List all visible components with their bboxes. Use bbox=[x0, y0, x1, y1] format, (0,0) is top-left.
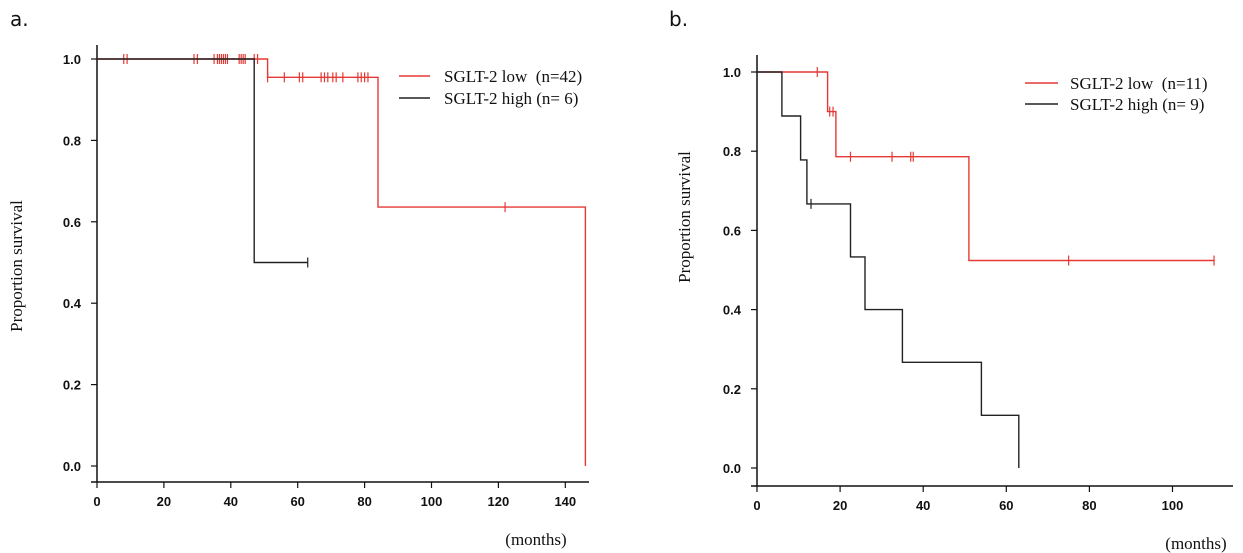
panel-a-x-tick-label: 60 bbox=[290, 494, 304, 509]
panel-b-letter: b. bbox=[669, 7, 688, 31]
panel-a-x-tick-label: 100 bbox=[421, 494, 443, 509]
panel-b-legend-label-low: SGLT-2 low (n=11) bbox=[1070, 74, 1208, 93]
panel-b-series-high-line bbox=[757, 71, 1020, 468]
panel-a-ticks: 0 20 40 60 80 100 120 140 0.0 0.2 0.4 0.6 0.8 1.0 bbox=[63, 52, 576, 509]
panel-b-x-tick-label: 60 bbox=[999, 498, 1013, 513]
panel-a-legend: SGLT-2 low (n=42) SGLT-2 high (n= 6) bbox=[399, 67, 582, 108]
panel-a-y-tick-label: 0.6 bbox=[63, 215, 81, 230]
panel-a-x-axis-title: (months) bbox=[505, 530, 566, 549]
panel-a-x-tick-label: 120 bbox=[488, 494, 510, 509]
panel-b-x-tick-label: 40 bbox=[916, 498, 930, 513]
panel-a-x-tick-label: 20 bbox=[157, 494, 171, 509]
panel-b-x-tick-label: 80 bbox=[1082, 498, 1096, 513]
panel-a-x-tick-label: 140 bbox=[554, 494, 576, 509]
panel-b-series bbox=[757, 67, 1215, 468]
panel-b-x-tick-label: 20 bbox=[833, 498, 847, 513]
panel-b-x-tick-label: 100 bbox=[1162, 498, 1184, 513]
panel-b-ticks: 0 20 40 60 80 100 0.0 0.2 0.4 0.6 0.8 1.0 bbox=[723, 65, 1183, 513]
panel-a-x-tick-label: 80 bbox=[357, 494, 371, 509]
panel-a-x-tick-label: 0 bbox=[93, 494, 100, 509]
panel-b-y-tick-label: 0.4 bbox=[723, 303, 742, 318]
panel-a-series-high-line bbox=[97, 58, 308, 264]
panel-b-series-low-line bbox=[757, 71, 1214, 262]
panel-b-legend-label-high: SGLT-2 high (n= 9) bbox=[1070, 95, 1204, 114]
panel-a-y-tick-label: 0.2 bbox=[63, 378, 81, 393]
panel-a-y-axis-title: Proportion survival bbox=[7, 200, 26, 332]
panel-a-y-tick-label: 0.4 bbox=[63, 296, 82, 311]
panel-b-y-tick-label: 0.6 bbox=[723, 223, 741, 238]
panel-a-letter: a. bbox=[10, 7, 29, 31]
panel-b-legend: SGLT-2 low (n=11) SGLT-2 high (n= 9) bbox=[1025, 74, 1208, 114]
panel-b-y-tick-label: 0.8 bbox=[723, 144, 741, 159]
panel-b-y-axis-title: Proportion survival bbox=[675, 151, 694, 283]
panel-a-legend-label-low: SGLT-2 low (n=42) bbox=[444, 67, 582, 86]
panel-a-series bbox=[97, 54, 587, 466]
panel-b-x-axis-title: (months) bbox=[1165, 534, 1226, 553]
panel-a: a. Proportion survival (months) 0 20 40 60 8… bbox=[7, 7, 589, 549]
panel-b-y-tick-label: 0.2 bbox=[723, 382, 741, 397]
panel-a-y-tick-label: 1.0 bbox=[63, 52, 81, 67]
panel-a-y-tick-label: 0.0 bbox=[63, 459, 81, 474]
panel-b: b. Proportion survival (months) 0 20 40 60 8… bbox=[669, 7, 1233, 553]
panel-a-x-tick-label: 40 bbox=[224, 494, 238, 509]
panel-a-y-tick-label: 0.8 bbox=[63, 133, 81, 148]
panel-a-legend-label-high: SGLT-2 high (n= 6) bbox=[444, 89, 578, 108]
panel-a-series-low-line bbox=[97, 58, 587, 466]
panel-b-x-tick-label: 0 bbox=[753, 498, 760, 513]
panel-b-y-tick-label: 1.0 bbox=[723, 65, 741, 80]
panel-b-y-tick-label: 0.0 bbox=[723, 461, 741, 476]
